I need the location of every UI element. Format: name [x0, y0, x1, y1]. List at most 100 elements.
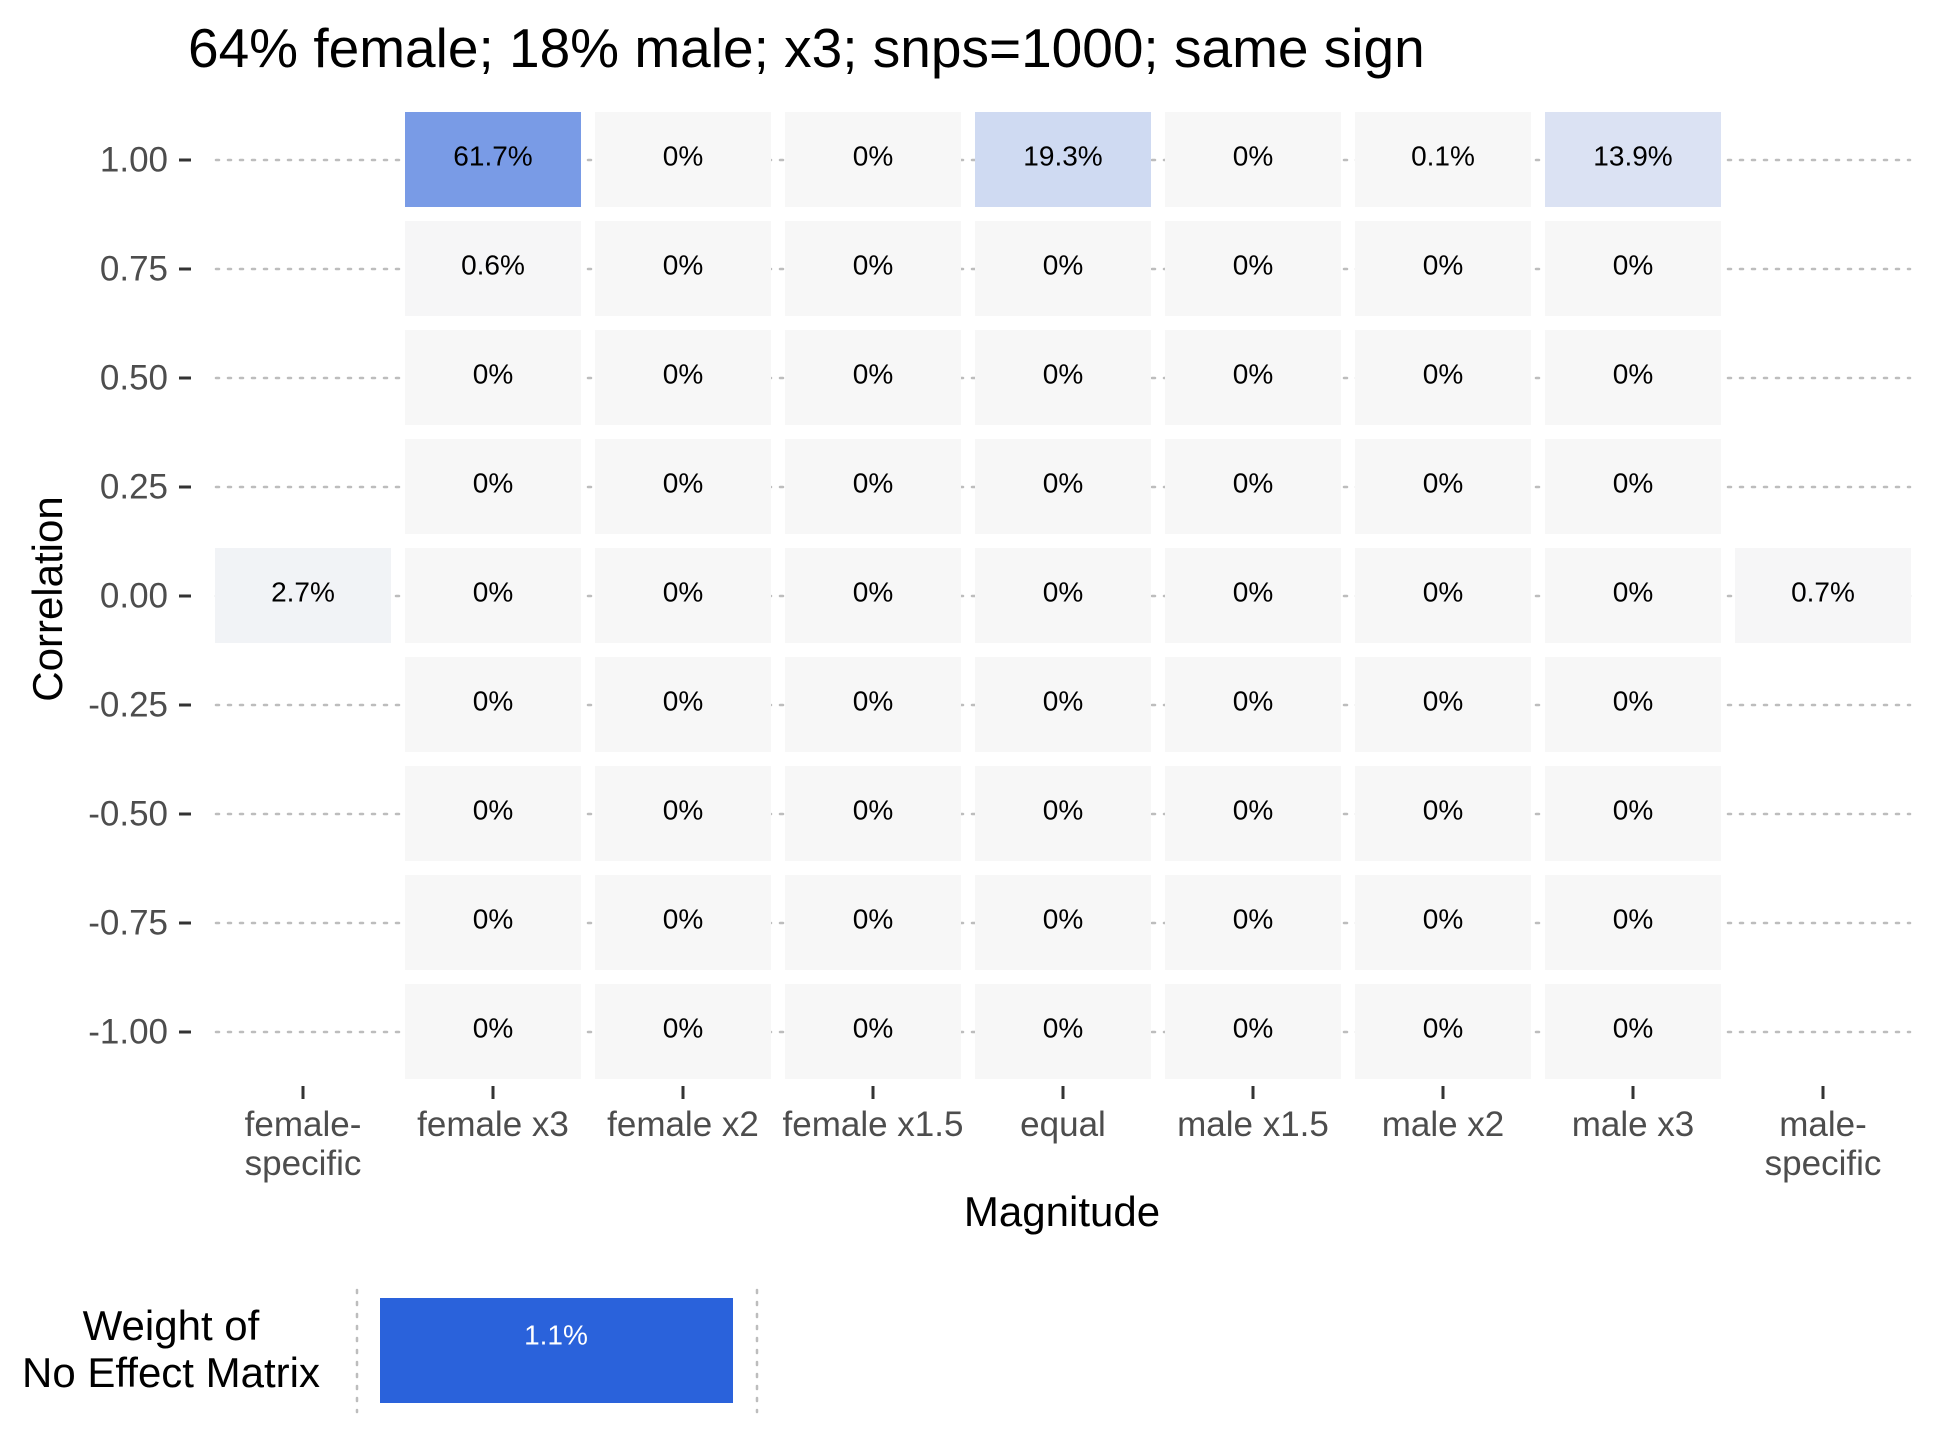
no-effect-weight-value-label: 1.1% [524, 1319, 588, 1350]
cell-value-label: 0% [1613, 467, 1653, 498]
cell-value-label: 0% [473, 358, 513, 389]
y-tick-label: -0.25 [88, 685, 168, 724]
heatmap-cell [1355, 657, 1531, 752]
x-tick-label-line: specific [1765, 1144, 1882, 1183]
heatmap-cell [215, 548, 391, 643]
x-tick-label: male x1.5 [1177, 1105, 1329, 1144]
x-tick-label-line: male x1.5 [1177, 1105, 1329, 1144]
cell-value-label: 0% [1233, 249, 1273, 280]
y-tick-label: 0.25 [100, 467, 168, 506]
cell-value-label: 0% [1233, 1012, 1273, 1043]
heatmap-cell [785, 657, 961, 752]
cell-value-label: 0% [1233, 576, 1273, 607]
cell-value-label: 0% [853, 1012, 893, 1043]
heatmap-cell [1545, 221, 1721, 316]
y-tick-label: 1.00 [100, 140, 168, 179]
heatmap-cell [405, 330, 581, 425]
cell-value-label: 0% [1043, 249, 1083, 280]
x-tick-label: female x2 [607, 1105, 759, 1144]
cell-value-label: 0% [853, 685, 893, 716]
x-tick-label-line: equal [1020, 1105, 1106, 1144]
heatmap-cell [595, 330, 771, 425]
no-effect-weight-label: Weight of No Effect Matrix [0, 1302, 342, 1396]
heatmap-cell [1355, 439, 1531, 534]
y-tick-label: 0.50 [100, 358, 168, 397]
heatmap-cell [1165, 984, 1341, 1079]
cell-value-label: 0% [853, 576, 893, 607]
heatmap-cell [1165, 330, 1341, 425]
heatmap-cell [975, 984, 1151, 1079]
x-tick-label-line: male x2 [1382, 1105, 1505, 1144]
cell-value-label: 0% [663, 1012, 703, 1043]
cell-value-label: 0.1% [1411, 140, 1475, 171]
heatmap-cell [1355, 875, 1531, 970]
cell-value-label: 0% [1423, 903, 1463, 934]
heatmap-cell [1165, 221, 1341, 316]
cell-value-label: 0% [473, 576, 513, 607]
heatmap-cell [595, 112, 771, 207]
heatmap-cell [975, 330, 1151, 425]
chart-title: 64% female; 18% male; x3; snps=1000; sam… [188, 17, 1425, 79]
y-tick-label: 0.00 [100, 576, 168, 615]
cell-value-label: 19.3% [1023, 140, 1102, 171]
heatmap-cell [405, 984, 581, 1079]
y-axis-label: Correlation [24, 496, 71, 702]
x-axis-label: Magnitude [963, 1188, 1161, 1235]
heatmap-cell [405, 439, 581, 534]
cell-value-label: 0% [853, 249, 893, 280]
x-tick-label-line: female x2 [607, 1105, 759, 1144]
y-tick-label: -0.50 [88, 794, 168, 833]
heatmap-cell [785, 875, 961, 970]
heatmap-cell [1545, 548, 1721, 643]
heatmap-cell [975, 766, 1151, 861]
heatmap-cell [1545, 875, 1721, 970]
cell-value-label: 0% [1043, 576, 1083, 607]
heatmap-cell [1355, 766, 1531, 861]
x-tick-label-line: female x1.5 [783, 1105, 964, 1144]
heatmap-cell [1355, 548, 1531, 643]
y-tick-label: -0.75 [88, 903, 168, 942]
heatmap-cell [1355, 984, 1531, 1079]
x-tick-label: female x1.5 [783, 1105, 964, 1144]
cell-value-label: 61.7% [453, 140, 532, 171]
cell-value-label: 0% [1233, 467, 1273, 498]
heatmap-cell [595, 657, 771, 752]
x-tick-label: female x3 [417, 1105, 569, 1144]
heatmap-cell [975, 875, 1151, 970]
heatmap-cell [785, 766, 961, 861]
cell-value-label: 0% [1043, 794, 1083, 825]
heatmap-cell [785, 439, 961, 534]
heatmap-cell [785, 221, 961, 316]
heatmap-cell [975, 657, 1151, 752]
cell-value-label: 0% [1613, 249, 1653, 280]
cell-value-label: 0.6% [461, 249, 525, 280]
heatmap-cell [595, 439, 771, 534]
heatmap-cell [405, 112, 581, 207]
cell-value-label: 0% [1423, 794, 1463, 825]
cell-value-label: 0% [1423, 467, 1463, 498]
x-tick-label: male x3 [1572, 1105, 1695, 1144]
heatmap-cell [785, 112, 961, 207]
x-tick-label: equal [1020, 1105, 1106, 1144]
heatmap-cell [785, 330, 961, 425]
heatmap-cell [975, 439, 1151, 534]
heatmap-cell [975, 221, 1151, 316]
cell-value-label: 0% [1423, 576, 1463, 607]
cell-value-label: 0% [663, 903, 703, 934]
heatmap-cell [1165, 657, 1341, 752]
cell-value-label: 0% [1613, 1012, 1653, 1043]
cell-value-label: 0% [1423, 1012, 1463, 1043]
heatmap-cell [785, 984, 961, 1079]
heatmap-cell [975, 548, 1151, 643]
cell-value-label: 0% [1043, 685, 1083, 716]
cell-value-label: 0% [853, 903, 893, 934]
no-effect-weight-label-line: No Effect Matrix [22, 1349, 320, 1396]
heatmap-cell [975, 112, 1151, 207]
heatmap-cell [1165, 875, 1341, 970]
cell-value-label: 0% [1233, 794, 1273, 825]
cell-value-label: 0% [663, 576, 703, 607]
heatmap-cell [595, 766, 771, 861]
heatmap-cell [1355, 330, 1531, 425]
cell-value-label: 0% [663, 358, 703, 389]
